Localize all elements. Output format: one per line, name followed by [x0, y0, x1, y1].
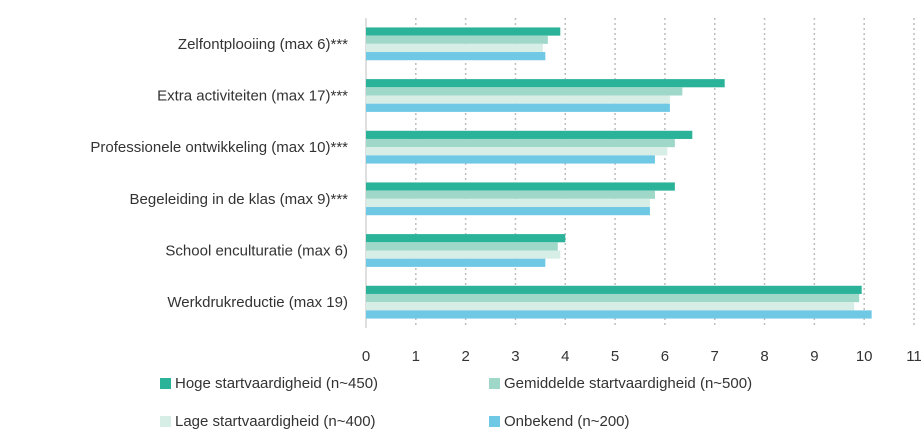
bar — [366, 250, 561, 259]
x-tick-label: 9 — [810, 348, 818, 365]
bar — [366, 182, 675, 191]
bar — [366, 242, 558, 251]
bar — [366, 155, 655, 164]
bar — [366, 293, 860, 303]
x-tick-label: 1 — [412, 348, 420, 365]
bar — [366, 207, 650, 216]
bar — [366, 27, 561, 36]
bar — [366, 285, 862, 294]
bar — [366, 87, 683, 96]
x-tick-label: 3 — [511, 348, 519, 365]
x-tick-label: 5 — [611, 348, 619, 365]
x-tick-label: 8 — [760, 348, 768, 365]
category-label: Begeleiding in de klas (max 9)*** — [130, 191, 349, 208]
bar — [366, 302, 855, 311]
bar — [366, 35, 548, 44]
bar — [366, 198, 650, 208]
bar — [366, 234, 566, 243]
x-tick-label: 0 — [362, 348, 370, 365]
x-tick-label: 7 — [711, 348, 719, 365]
category-label: Extra activiteiten (max 17)*** — [157, 88, 348, 105]
bar — [366, 79, 725, 88]
x-tick-label: 2 — [461, 348, 469, 365]
category-label: Werkdrukreductie (max 19) — [167, 294, 348, 311]
x-tick-label: 4 — [561, 348, 569, 365]
bar — [366, 103, 670, 112]
bar — [366, 147, 668, 156]
bar — [366, 52, 546, 61]
bar — [366, 43, 543, 53]
x-tick-label: 10 — [856, 348, 873, 365]
bar — [366, 130, 693, 139]
category-label: School enculturatie (max 6) — [165, 243, 348, 260]
bar — [366, 95, 670, 104]
category-label: Zelfontplooiing (max 6)*** — [178, 36, 348, 53]
category-label: Professionele ontwikkeling (max 10)*** — [90, 139, 348, 156]
bar — [366, 190, 655, 199]
bar — [366, 258, 546, 267]
x-tick-label: 11 — [906, 348, 922, 365]
x-tick-label: 6 — [661, 348, 669, 365]
bar — [366, 138, 675, 148]
bar — [366, 310, 872, 319]
